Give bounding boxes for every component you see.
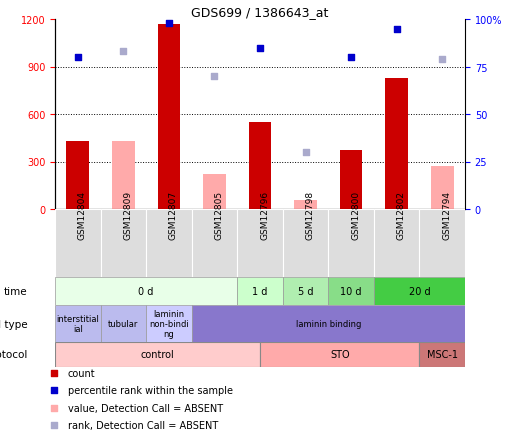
Title: GDS699 / 1386643_at: GDS699 / 1386643_at: [191, 6, 328, 19]
Point: [301, 149, 309, 156]
Text: GSM12798: GSM12798: [305, 191, 314, 240]
Point: [346, 54, 354, 61]
Text: GSM12794: GSM12794: [441, 191, 450, 240]
Text: MSC-1: MSC-1: [426, 350, 457, 360]
Text: GSM12807: GSM12807: [168, 191, 178, 240]
Bar: [328, 210, 373, 277]
Text: 20 d: 20 d: [408, 286, 430, 296]
Point: [50, 404, 58, 411]
Text: STO: STO: [329, 350, 349, 360]
Point: [50, 369, 58, 376]
Bar: [100, 305, 146, 342]
Bar: [373, 210, 418, 277]
Text: GSM12796: GSM12796: [260, 191, 268, 240]
Point: [437, 56, 445, 63]
Point: [74, 54, 82, 61]
Text: control: control: [140, 350, 174, 360]
Bar: [294, 200, 316, 210]
Text: growth protocol: growth protocol: [0, 350, 27, 360]
Point: [164, 20, 173, 27]
Bar: [373, 277, 464, 305]
Point: [50, 387, 58, 394]
Bar: [430, 167, 453, 210]
Bar: [203, 175, 225, 210]
Point: [392, 26, 400, 33]
Text: GSM12804: GSM12804: [78, 191, 87, 240]
Text: count: count: [68, 368, 95, 378]
Point: [50, 422, 58, 429]
Bar: [418, 342, 464, 367]
Bar: [418, 210, 464, 277]
Text: value, Detection Call = ABSENT: value, Detection Call = ABSENT: [68, 403, 222, 413]
Point: [119, 49, 127, 56]
Bar: [191, 210, 237, 277]
Bar: [282, 277, 328, 305]
Text: laminin
non-bindi
ng: laminin non-bindi ng: [149, 309, 188, 339]
Bar: [260, 342, 418, 367]
Text: GSM12805: GSM12805: [214, 191, 223, 240]
Bar: [237, 277, 282, 305]
Bar: [328, 277, 373, 305]
Bar: [66, 141, 89, 210]
Text: 0 d: 0 d: [138, 286, 154, 296]
Text: 10 d: 10 d: [340, 286, 361, 296]
Text: GSM12809: GSM12809: [123, 191, 132, 240]
Bar: [248, 123, 271, 210]
Point: [210, 73, 218, 80]
Text: percentile rank within the sample: percentile rank within the sample: [68, 385, 232, 395]
Text: GSM12800: GSM12800: [350, 191, 359, 240]
Bar: [111, 141, 134, 210]
Bar: [55, 305, 100, 342]
Text: 1 d: 1 d: [252, 286, 267, 296]
Bar: [55, 210, 100, 277]
Text: tubular: tubular: [108, 319, 138, 328]
Bar: [237, 210, 282, 277]
Bar: [55, 277, 237, 305]
Bar: [282, 210, 328, 277]
Text: laminin binding: laminin binding: [295, 319, 360, 328]
Text: rank, Detection Call = ABSENT: rank, Detection Call = ABSENT: [68, 420, 217, 430]
Text: 5 d: 5 d: [297, 286, 313, 296]
Point: [256, 45, 264, 52]
Bar: [384, 79, 407, 210]
Text: GSM12802: GSM12802: [396, 191, 405, 240]
Bar: [191, 305, 464, 342]
Text: time: time: [4, 286, 27, 296]
Bar: [157, 25, 180, 210]
Bar: [339, 151, 362, 210]
Text: cell type: cell type: [0, 319, 27, 329]
Bar: [55, 342, 260, 367]
Text: interstitial
ial: interstitial ial: [56, 314, 99, 333]
Bar: [100, 210, 146, 277]
Bar: [146, 305, 191, 342]
Bar: [146, 210, 191, 277]
